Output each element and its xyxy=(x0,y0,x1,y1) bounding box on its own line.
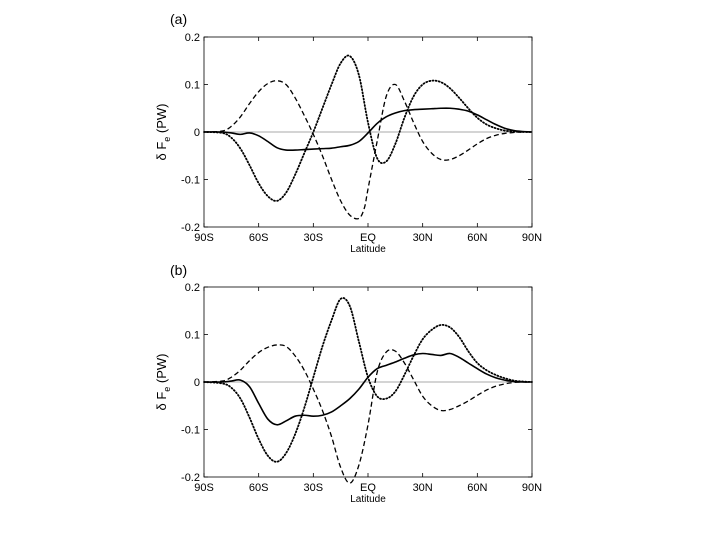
chart-a-series-dotted xyxy=(203,54,533,202)
chart-b-ytick-label: 0.1 xyxy=(185,330,200,342)
chart-a-ylabel: δ Fe (PW) xyxy=(154,103,172,160)
chart-a-series-dashed xyxy=(203,80,533,220)
chart-b: 90S 60S 30S EQ 30N 60N 90N -0.2 -0.1 0 0.1 0.2 Latit… xyxy=(154,262,542,505)
chart-b-xlabel: Latitude xyxy=(350,494,386,505)
chart-a-xtick-label: 30S xyxy=(304,232,324,244)
chart-b-series-solid xyxy=(203,352,533,426)
chart-b-series-dashed xyxy=(203,344,533,484)
chart-b-ytick-label: 0 xyxy=(194,377,200,389)
chart-a-ytick-label: 0.2 xyxy=(185,32,200,44)
chart-a-xtick-label: 60N xyxy=(467,232,487,244)
chart-a-ytick-label: -0.2 xyxy=(181,222,200,234)
chart-b-xtick-label: 30S xyxy=(304,482,324,494)
chart-a-xtick-label: 30N xyxy=(413,232,433,244)
chart-b-xtick-label: 90N xyxy=(522,482,542,494)
chart-b-series-dotted xyxy=(203,297,533,463)
chart-b-ytick-label: 0.2 xyxy=(185,282,200,294)
chart-a-ytick-label: 0 xyxy=(194,127,200,139)
chart-a-series-solid xyxy=(203,107,533,152)
chart-a-ytick-label: -0.1 xyxy=(181,175,200,187)
chart-b-ylabel: δ Fe (PW) xyxy=(154,353,172,410)
chart-b-xtick-label: 60N xyxy=(467,482,487,494)
chart-a-panel-label: (a) xyxy=(170,11,187,27)
chart-b-xtick-label: EQ xyxy=(360,482,376,494)
chart-a-xtick-label: 90N xyxy=(522,232,542,244)
chart-a-xtick-label: 60S xyxy=(249,232,269,244)
chart-b-ytick-label: -0.1 xyxy=(181,425,200,437)
chart-b-ytick-label: -0.2 xyxy=(181,472,200,484)
chart-a: 90S 60S 30S EQ 30N 60N 90N -0.2 -0.1 0 0.1 0.2 Latit… xyxy=(154,11,542,255)
chart-a-xtick-label: EQ xyxy=(360,232,376,244)
chart-b-panel-label: (b) xyxy=(170,262,187,278)
chart-a-xlabel: Latitude xyxy=(350,244,386,255)
chart-b-xtick-label: 30N xyxy=(413,482,433,494)
chart-a-xtick-label: 90S xyxy=(194,232,214,244)
chart-b-xtick-label: 90S xyxy=(194,482,214,494)
chart-b-xtick-label: 60S xyxy=(249,482,269,494)
chart-a-ytick-label: 0.1 xyxy=(185,80,200,92)
